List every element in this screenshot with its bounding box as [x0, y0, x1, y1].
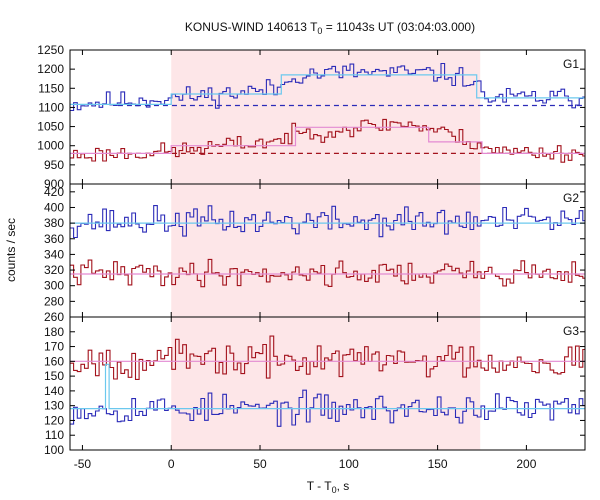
y-tick-label: 140 [44, 384, 64, 398]
y-tick-label: 150 [44, 369, 64, 383]
y-tick-label: 120 [44, 413, 64, 427]
x-axis-label: T - T0, s [307, 479, 350, 495]
panel-label: G3 [563, 324, 579, 338]
y-tick-label: 1250 [37, 43, 64, 57]
fit-line-cyan [70, 363, 585, 410]
x-tick-label: 50 [253, 457, 267, 471]
y-tick-label: 160 [44, 354, 64, 368]
y-axis-label: counts / sec [4, 218, 18, 282]
series-line-blue [70, 205, 585, 239]
x-tick-label: 200 [516, 457, 536, 471]
panel-label: G2 [563, 191, 579, 205]
y-tick-label: 320 [44, 263, 64, 277]
y-tick-label: 1050 [37, 120, 64, 134]
y-tick-label: 950 [44, 158, 64, 172]
panel-G1: 900 950 1000 1050 1100 1150 1200 1250 G1 [37, 43, 586, 191]
y-tick-label: 340 [44, 247, 64, 261]
y-tick-label: 110 [45, 428, 64, 442]
y-tick-label: 420 [44, 185, 64, 199]
x-tick-label: 150 [428, 457, 448, 471]
shaded-interval [171, 50, 481, 450]
y-tick-label: 1100 [38, 100, 64, 114]
y-tick-label: 130 [44, 399, 64, 413]
y-tick-label: 300 [44, 279, 64, 293]
panel-frame [69, 316, 586, 451]
y-tick-label: 400 [44, 200, 64, 214]
fit-line-pink [70, 126, 585, 154]
y-tick-label: 380 [44, 216, 64, 230]
y-tick-label: 180 [44, 325, 64, 339]
chart-title: KONUS-WIND 140613 T0 = 11043s UT (03:04:… [185, 20, 475, 36]
y-tick-label: 170 [44, 340, 64, 354]
fit-line-cyan [70, 74, 585, 105]
x-tick-label: 100 [339, 457, 359, 471]
y-tick-label: 280 [44, 294, 64, 308]
panel-label: G1 [563, 57, 579, 71]
y-tick-label: 1000 [37, 139, 64, 153]
series-line-blue [70, 62, 585, 112]
series-line-red [70, 258, 585, 288]
y-tick-label: 1150 [38, 81, 64, 95]
x-tick-label: -50 [74, 457, 92, 471]
y-tick-label: 100 [44, 443, 64, 457]
x-tick-label: 0 [168, 457, 175, 471]
y-tick-label: 260 [44, 310, 64, 324]
y-tick-label: 1200 [37, 62, 64, 76]
y-tick-label: 360 [44, 232, 64, 246]
y-tick-label: 900 [44, 177, 64, 191]
